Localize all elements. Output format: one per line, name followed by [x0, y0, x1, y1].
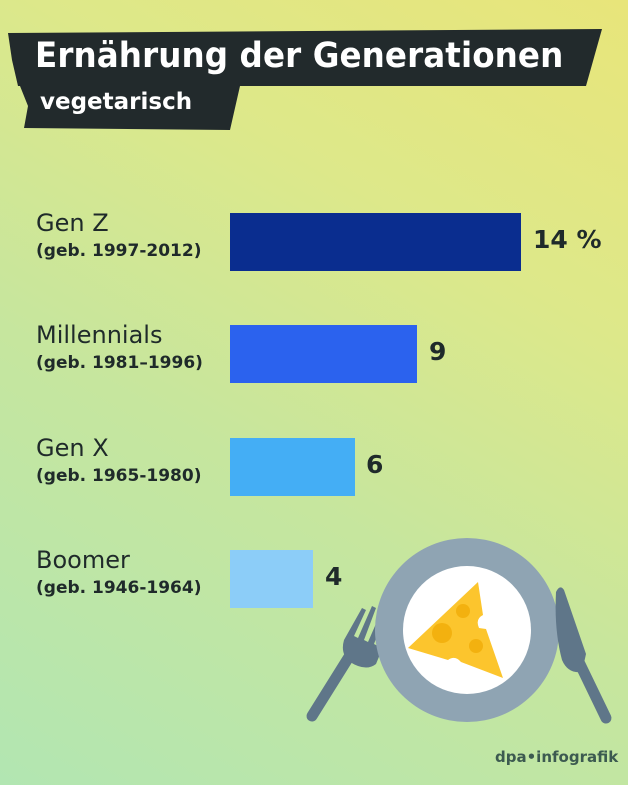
chart-subtitle: vegetarisch	[40, 89, 193, 115]
knife-icon	[555, 587, 612, 724]
bar-millennials	[230, 325, 417, 383]
bar-row-boomer: Boomer (geb. 1946-1964) 4	[0, 546, 628, 610]
category-years: (geb. 1946-1964)	[36, 578, 202, 598]
category-years: (geb. 1965-1980)	[36, 466, 202, 486]
dpa-infografik-logo: dpa•infografik	[495, 748, 619, 766]
bar-row-gen-z: Gen Z (geb. 1997-2012) 14 %	[0, 209, 628, 273]
category-label: Gen Z	[36, 209, 109, 237]
category-label: Gen X	[36, 434, 109, 462]
value-label: 6	[366, 450, 384, 479]
chart-title: Ernährung der Generationen	[35, 36, 564, 76]
bar-row-millennials: Millennials (geb. 1981–1996) 9	[0, 321, 628, 385]
value-label: 14 %	[533, 225, 602, 254]
bar-row-gen-x: Gen X (geb. 1965-1980) 6	[0, 434, 628, 498]
value-label: 4	[325, 562, 343, 591]
bar-boomer	[230, 550, 313, 608]
category-label: Boomer	[36, 546, 130, 574]
title-banner	[8, 29, 602, 130]
category-years: (geb. 1997-2012)	[36, 241, 202, 261]
bar-gen-x	[230, 438, 355, 496]
bar-gen-z	[230, 213, 521, 271]
category-label: Millennials	[36, 321, 163, 349]
cheese-icon	[408, 582, 503, 678]
value-label: 9	[429, 337, 447, 366]
plate-with-cheese-fork-knife-icon	[306, 538, 612, 724]
category-years: (geb. 1981–1996)	[36, 353, 203, 373]
